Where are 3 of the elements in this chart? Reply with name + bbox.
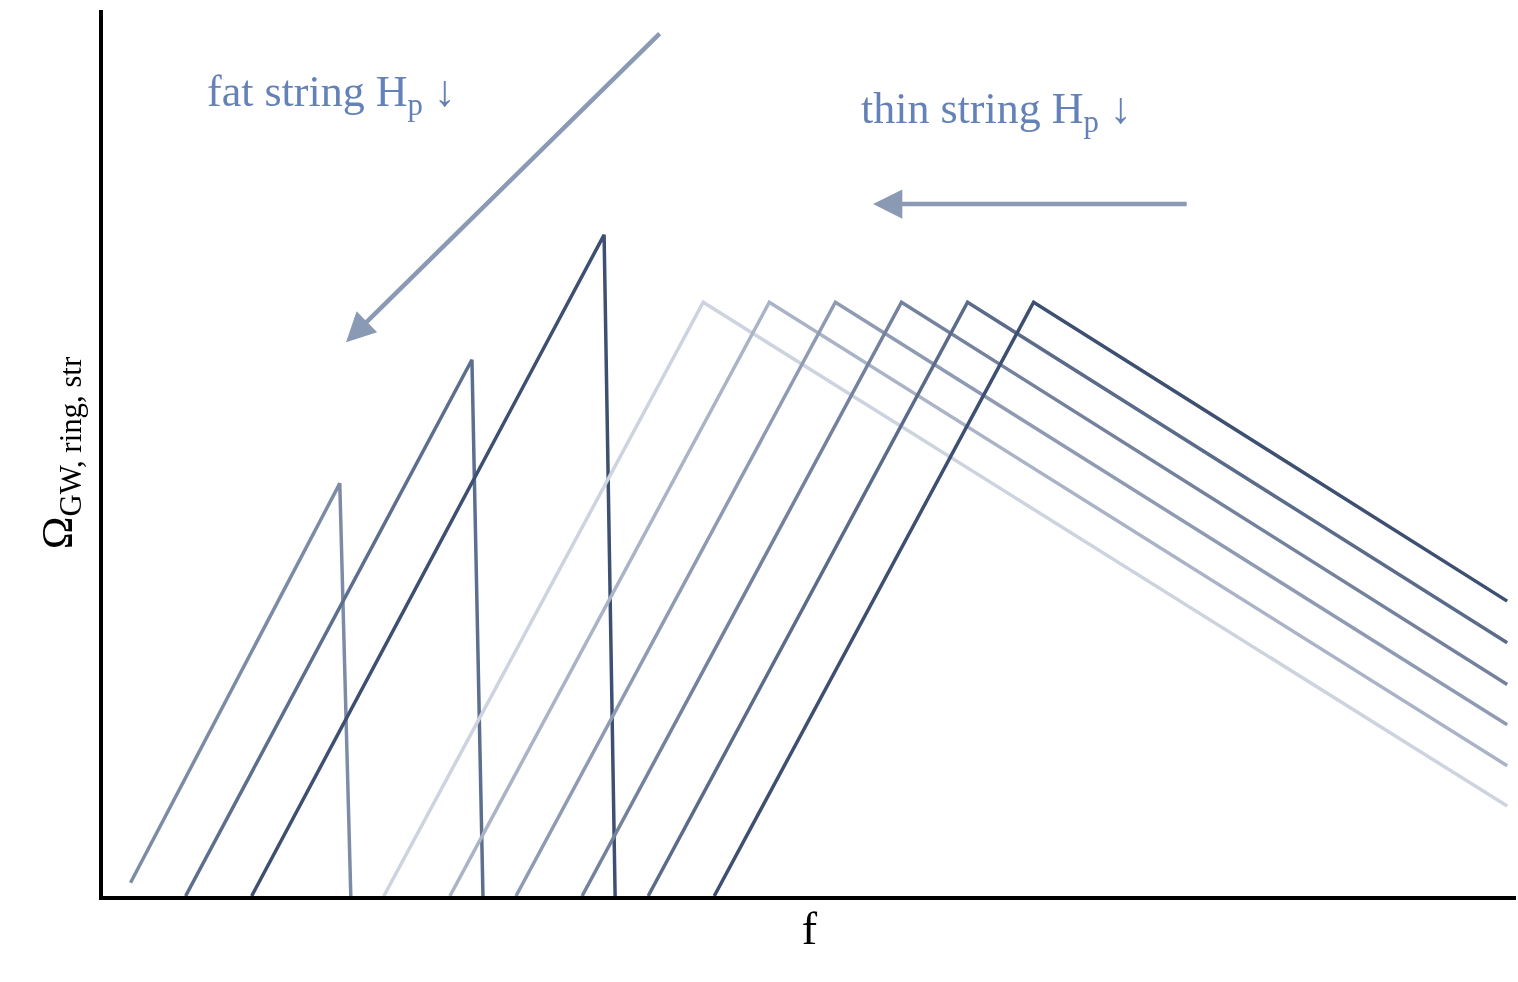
text: fat string H$_{p}$ ↓ <box>207 67 456 123</box>
text: thin string H$_{p}$ ↓ <box>861 84 1132 140</box>
x-axis-title: f <box>801 903 818 955</box>
